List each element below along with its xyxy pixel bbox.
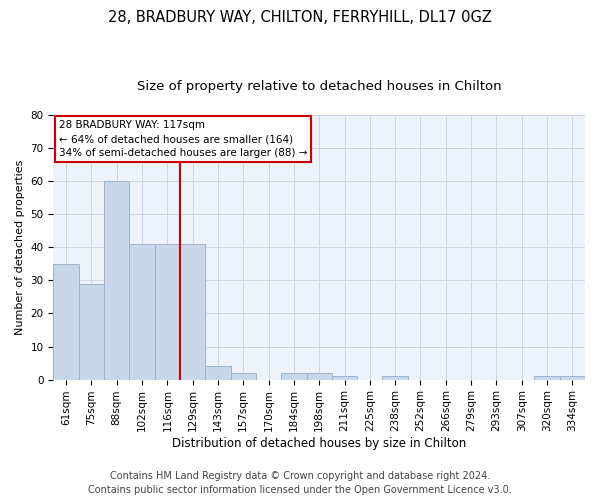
Text: 28, BRADBURY WAY, CHILTON, FERRYHILL, DL17 0GZ: 28, BRADBURY WAY, CHILTON, FERRYHILL, DL…	[108, 10, 492, 25]
Bar	[130, 244, 155, 380]
Bar	[79, 284, 104, 380]
Text: 28 BRADBURY WAY: 117sqm
← 64% of detached houses are smaller (164)
34% of semi-d: 28 BRADBURY WAY: 117sqm ← 64% of detache…	[59, 120, 307, 158]
X-axis label: Distribution of detached houses by size in Chilton: Distribution of detached houses by size …	[172, 437, 466, 450]
Bar	[180, 244, 205, 380]
Y-axis label: Number of detached properties: Number of detached properties	[15, 160, 25, 335]
Bar	[281, 373, 307, 380]
Bar	[53, 264, 79, 380]
Bar	[205, 366, 230, 380]
Bar	[307, 373, 332, 380]
Bar	[104, 181, 130, 380]
Text: Contains HM Land Registry data © Crown copyright and database right 2024.
Contai: Contains HM Land Registry data © Crown c…	[88, 471, 512, 495]
Bar	[560, 376, 585, 380]
Bar	[535, 376, 560, 380]
Bar	[155, 244, 180, 380]
Bar	[382, 376, 408, 380]
Title: Size of property relative to detached houses in Chilton: Size of property relative to detached ho…	[137, 80, 502, 93]
Bar	[332, 376, 357, 380]
Bar	[230, 373, 256, 380]
